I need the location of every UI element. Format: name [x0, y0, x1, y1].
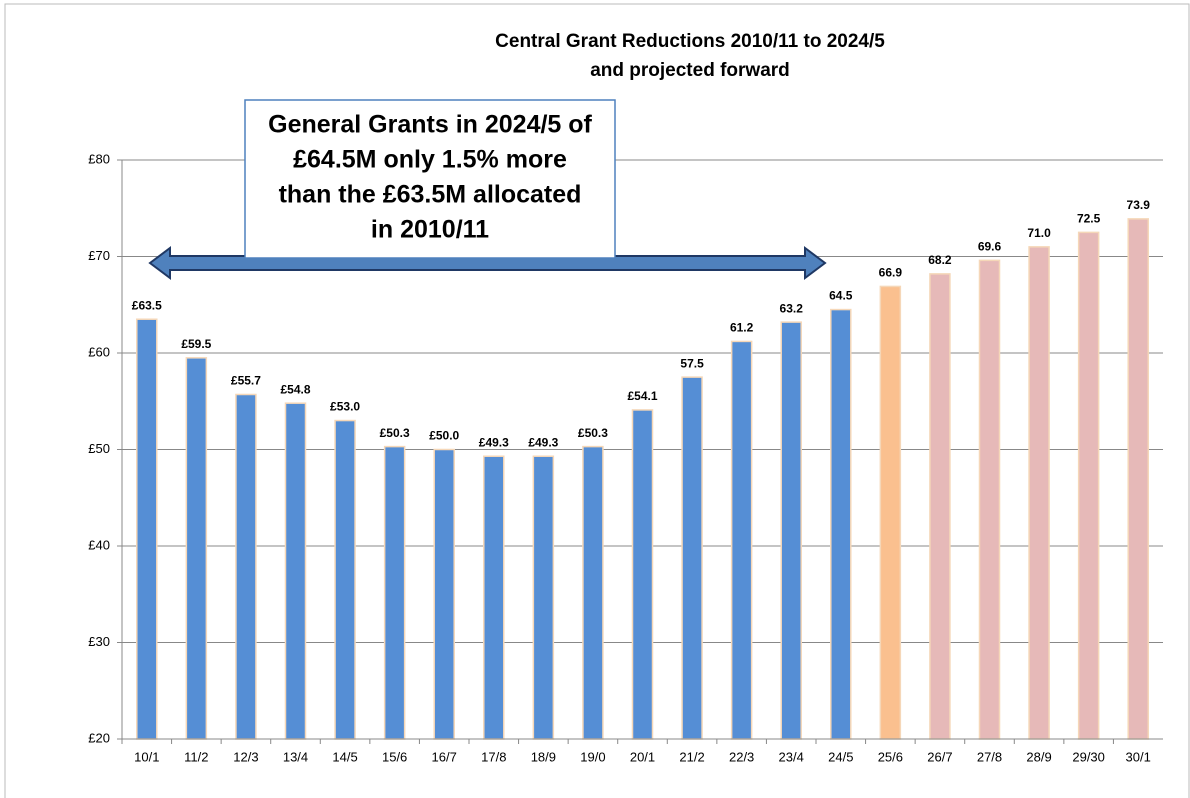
value-label: £50.3: [578, 426, 608, 440]
x-tick-label: 11/2: [184, 749, 208, 764]
y-tick-label: £20: [88, 730, 110, 745]
annotation-line: General Grants in 2024/5 of: [268, 111, 592, 139]
x-tick-label: 24/5: [828, 749, 853, 764]
value-label: 73.9: [1127, 198, 1151, 212]
x-tick-label: 19/0: [580, 749, 605, 764]
value-label: £53.0: [330, 400, 360, 414]
bar: [830, 308, 852, 740]
value-label: 69.6: [978, 240, 1002, 254]
value-label: 64.5: [829, 289, 853, 303]
frame: [4, 3, 1190, 798]
x-tick-label: 25/6: [878, 749, 903, 764]
y-tick-label: £30: [88, 634, 110, 649]
value-label: £49.3: [528, 435, 558, 449]
x-tick-label: 26/7: [927, 749, 952, 764]
annotation: General Grants in 2024/5 of £64.5M only 1…: [268, 111, 592, 244]
x-tick-label: 28/9: [1026, 749, 1051, 764]
value-label: £55.7: [231, 374, 261, 388]
bar: [532, 455, 555, 740]
value-label: 71.0: [1027, 226, 1051, 240]
y-tick-label: £60: [88, 344, 110, 359]
bar: [681, 376, 703, 740]
value-label: £54.1: [627, 389, 657, 403]
x-tick-label: 18/9: [531, 749, 556, 764]
chart-subtitle: and projected forward: [590, 60, 790, 81]
bar: [136, 318, 158, 740]
y-tick-label: £70: [88, 248, 110, 263]
x-tick-label: 23/4: [779, 749, 804, 764]
x-tick-label: 16/7: [432, 749, 457, 764]
value-label: £63.5: [132, 298, 162, 312]
x-tick-label: 17/8: [481, 749, 506, 764]
bar: [631, 409, 654, 740]
bar: [879, 285, 902, 740]
annotation-box: [244, 99, 616, 259]
x-tick-label: 22/3: [729, 749, 754, 764]
bar: [284, 402, 307, 740]
bar: [780, 321, 802, 740]
bar: [1077, 231, 1100, 740]
value-label: £50.3: [380, 426, 410, 440]
bar: [334, 419, 356, 740]
bar: [483, 455, 505, 740]
bar: [730, 340, 753, 740]
x-tick-label: 29/30: [1072, 749, 1105, 764]
bar: [383, 445, 406, 740]
bar: [929, 273, 951, 740]
chart-title: Central Grant Reductions 2010/11 to 2024…: [495, 31, 885, 52]
annotation-line: than the £63.5M allocated: [279, 181, 582, 209]
arrow: [148, 246, 827, 280]
value-label: £49.3: [479, 435, 509, 449]
x-tick-label: 30/1: [1126, 749, 1151, 764]
bar: [1028, 246, 1050, 740]
value-label: 63.2: [780, 301, 804, 315]
bar: [235, 393, 257, 740]
plot-area: £20 £30 £40 £50 £60 £70 £80 10/1 £63.5 11/2 £59.5 1…: [88, 151, 1163, 764]
value-label: 68.2: [928, 253, 952, 267]
y-tick-label: £80: [88, 151, 110, 166]
x-tick-label: 10/1: [134, 749, 159, 764]
x-tick-label: 27/8: [977, 749, 1002, 764]
x-tick-label: 15/6: [382, 749, 407, 764]
annotation-line: in 2010/11: [371, 216, 489, 244]
annotation-line: £64.5M only 1.5% more: [293, 146, 567, 174]
value-label: 72.5: [1077, 212, 1101, 226]
x-tick-label: 12/3: [233, 749, 258, 764]
double-arrow: [148, 246, 827, 280]
bar: [433, 448, 455, 740]
bar: [1127, 218, 1149, 740]
y-tick-label: £50: [88, 441, 110, 456]
bar: [185, 357, 208, 740]
value-label: £59.5: [181, 337, 211, 351]
y-tick-label: £40: [88, 537, 110, 552]
x-tick-label: 20/1: [630, 749, 655, 764]
bar: [978, 259, 1001, 740]
x-tick-label: 14/5: [332, 749, 357, 764]
value-label: £54.8: [280, 382, 310, 396]
x-tick-label: 13/4: [283, 749, 308, 764]
value-label: £50.0: [429, 429, 459, 443]
bar: [582, 445, 604, 740]
value-label: 57.5: [680, 356, 704, 370]
value-label: 61.2: [730, 321, 754, 335]
x-tick-label: 21/2: [679, 749, 704, 764]
value-label: 66.9: [879, 266, 903, 280]
